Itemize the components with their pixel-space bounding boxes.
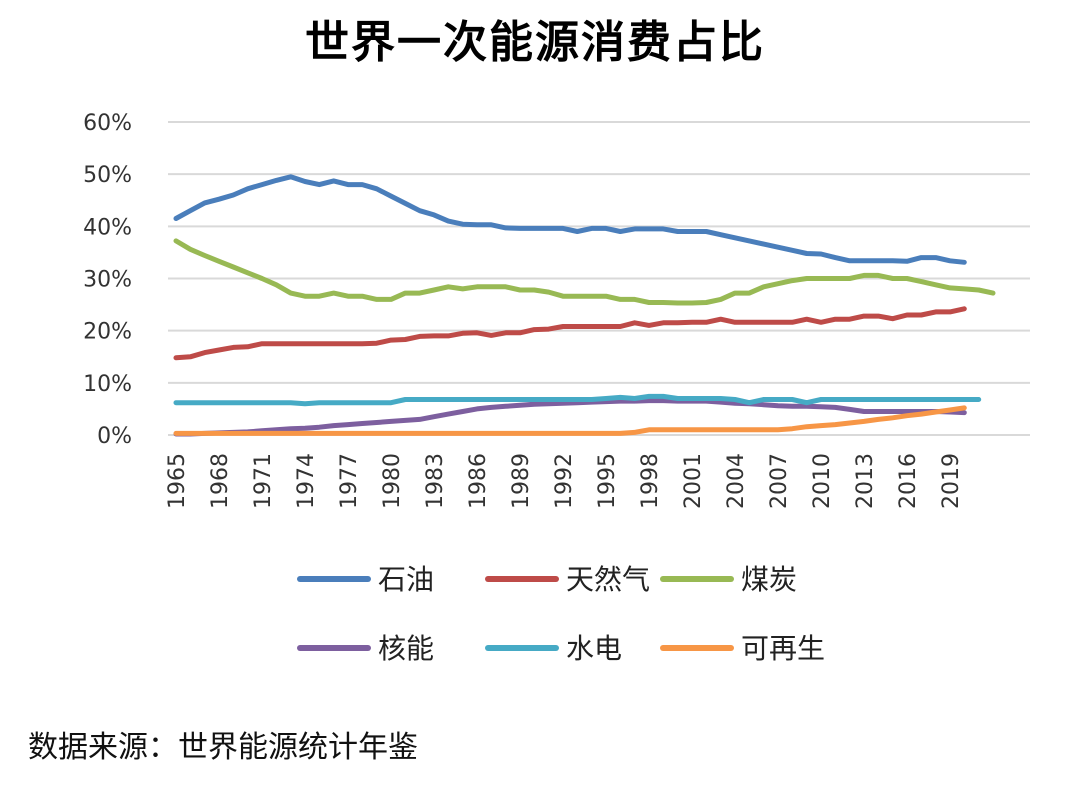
chart-title: 世界一次能源消费占比 bbox=[305, 17, 765, 68]
x-tick-label: 1974 bbox=[294, 453, 319, 509]
series-line-天然气 bbox=[173, 306, 967, 361]
x-tick-label: 1965 bbox=[165, 453, 190, 509]
x-tick-label: 1995 bbox=[595, 453, 620, 509]
series-line-石油 bbox=[173, 174, 967, 265]
y-tick-label: 0% bbox=[97, 424, 132, 449]
x-tick-label: 2019 bbox=[939, 453, 964, 509]
y-tick-label: 10% bbox=[83, 372, 132, 397]
y-tick-label: 50% bbox=[83, 163, 132, 188]
y-tick-label: 20% bbox=[83, 320, 132, 345]
series-line-煤炭 bbox=[173, 238, 996, 306]
series-line-可再生 bbox=[173, 405, 967, 436]
y-tick-label: 30% bbox=[83, 268, 132, 293]
legend-label: 天然气 bbox=[566, 563, 650, 596]
legend-label: 水电 bbox=[566, 632, 622, 665]
x-tick-label: 1983 bbox=[423, 453, 448, 509]
y-tick-label: 60% bbox=[83, 111, 132, 136]
legend-label: 核能 bbox=[378, 632, 434, 665]
x-tick-label: 2004 bbox=[724, 453, 749, 509]
x-tick-label: 2016 bbox=[896, 453, 921, 509]
x-tick-label: 1977 bbox=[337, 453, 362, 509]
y-tick-label: 40% bbox=[83, 215, 132, 240]
source-note: 数据来源：世界能源统计年鉴 bbox=[28, 730, 418, 765]
x-tick-label: 2007 bbox=[767, 453, 792, 509]
x-tick-label: 2001 bbox=[681, 453, 706, 509]
x-tick-label: 1980 bbox=[380, 453, 405, 509]
legend-label: 煤炭 bbox=[741, 563, 797, 596]
series-line-水电 bbox=[173, 393, 982, 407]
x-tick-label: 1968 bbox=[208, 453, 233, 509]
x-axis-ticks: 1965 1968 1971 1974 1977 1980 1983 1986 1989 1992… bbox=[165, 453, 964, 509]
legend-label: 可再生 bbox=[741, 632, 825, 665]
x-tick-label: 2013 bbox=[853, 453, 878, 509]
x-tick-label: 1998 bbox=[638, 453, 663, 509]
x-tick-label: 1986 bbox=[466, 453, 491, 509]
x-tick-label: 1971 bbox=[251, 453, 276, 509]
x-tick-label: 1992 bbox=[552, 453, 577, 509]
x-tick-label: 2010 bbox=[810, 453, 835, 509]
series-line-核能 bbox=[173, 398, 967, 437]
legend-label: 石油 bbox=[378, 563, 434, 596]
y-axis-ticks: 0% 10% 20% 30% 40% 50% 60% bbox=[83, 111, 132, 449]
series-lines bbox=[173, 174, 996, 437]
x-tick-label: 1989 bbox=[509, 453, 534, 509]
